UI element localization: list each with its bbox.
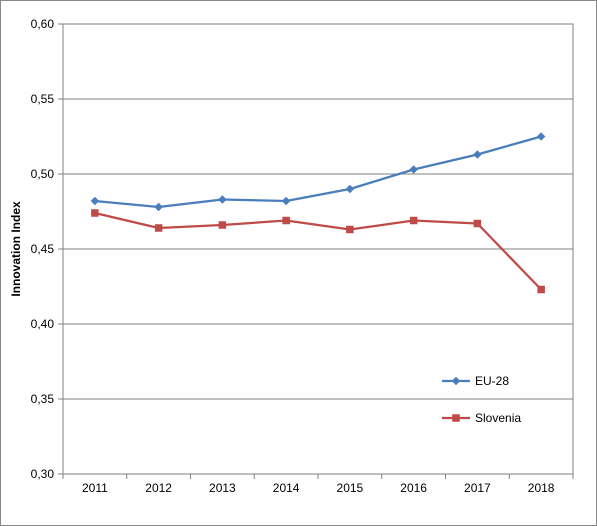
- legend: EU-28 Slovenia: [442, 374, 521, 425]
- data-point-slovenia: [473, 219, 482, 228]
- data-point-eu-28: [345, 184, 355, 194]
- gridlines: [63, 98, 573, 400]
- y-axis-ticks: 0,30 0,35 0,40 0,45 0,50 0,55 0,60: [31, 17, 63, 481]
- x-tick-label: 2013: [209, 481, 236, 495]
- x-tick-label: 2016: [400, 481, 427, 495]
- x-tick-label: 2018: [528, 481, 555, 495]
- data-point-eu-28: [409, 165, 418, 174]
- y-axis-title: Innovation Index: [9, 201, 23, 297]
- y-tick-label: 0,50: [31, 167, 55, 181]
- data-point-eu-28: [473, 150, 482, 159]
- data-point-slovenia: [91, 209, 99, 217]
- data-point-slovenia: [537, 285, 545, 294]
- data-point-slovenia: [409, 216, 418, 225]
- series-line-eu-28: [94, 135, 542, 209]
- x-tick-label: 2011: [82, 481, 108, 495]
- data-point-slovenia: [282, 216, 290, 225]
- legend-marker-eu-28: [451, 376, 461, 386]
- y-tick-label: 0,55: [31, 92, 55, 106]
- data-point-slovenia: [154, 224, 163, 232]
- legend-marker-slovenia: [452, 414, 460, 422]
- legend-label-eu-28: EU-28: [475, 374, 509, 388]
- series-group: [90, 132, 546, 294]
- y-tick-label: 0,35: [31, 392, 55, 406]
- legend-label-slovenia: Slovenia: [475, 411, 521, 425]
- data-point-eu-28: [218, 195, 227, 204]
- y-tick-label: 0,45: [31, 242, 55, 256]
- x-axis-ticks: 2011 2012 2013 2014 2015 2016 2017 2018: [62, 474, 574, 495]
- y-tick-label: 0,30: [31, 467, 55, 481]
- y-tick-label: 0,60: [31, 17, 55, 31]
- y-tick-label: 0,40: [31, 317, 55, 331]
- x-tick-label: 2014: [273, 481, 300, 495]
- data-point-slovenia: [218, 221, 227, 229]
- data-point-eu-28: [90, 196, 100, 206]
- x-tick-label: 2017: [464, 481, 491, 495]
- x-tick-label: 2015: [337, 481, 364, 495]
- data-point-eu-28: [536, 132, 546, 141]
- data-point-slovenia: [346, 225, 354, 234]
- data-point-eu-28: [154, 202, 163, 212]
- data-point-eu-28: [281, 196, 291, 206]
- x-tick-label: 2012: [145, 481, 172, 495]
- series-line-slovenia: [94, 211, 542, 291]
